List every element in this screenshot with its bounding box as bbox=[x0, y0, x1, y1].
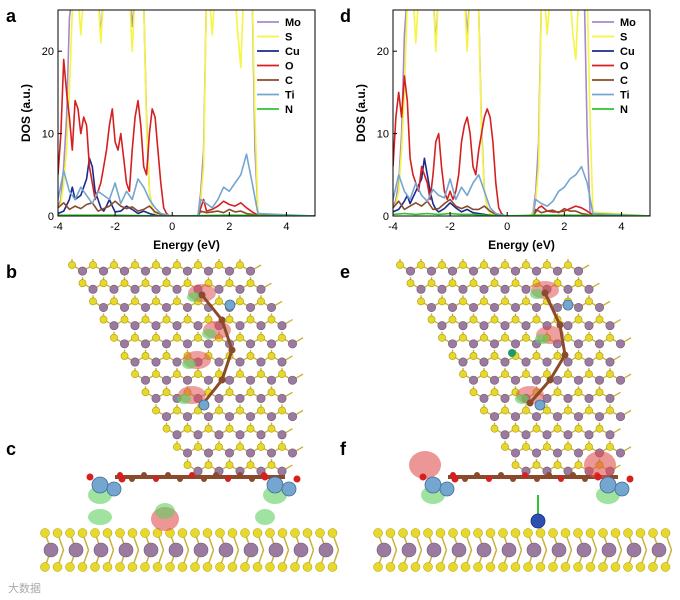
legend-label-c: C bbox=[620, 75, 628, 87]
series-line-o bbox=[393, 75, 650, 216]
series-line-mo bbox=[58, 10, 315, 216]
series-line-ti bbox=[393, 165, 650, 216]
panel-letter-c: c bbox=[6, 439, 16, 459]
y-tick-label: 20 bbox=[42, 46, 54, 58]
y-tick-label: 0 bbox=[383, 211, 389, 223]
x-tick-label: 0 bbox=[169, 221, 175, 233]
series-line-ti bbox=[58, 153, 315, 216]
panel-letter-a: a bbox=[6, 6, 17, 26]
series-line-cu bbox=[58, 157, 315, 216]
x-tick-label: -4 bbox=[53, 221, 63, 233]
legend-label-o: O bbox=[285, 61, 294, 73]
legend-label-cu: Cu bbox=[620, 46, 635, 58]
legend-label-n: N bbox=[285, 104, 293, 116]
x-axis-title: Energy (eV) bbox=[153, 238, 220, 252]
legend: Mo S Cu OC Ti N bbox=[257, 17, 301, 116]
legend-label-ti: Ti bbox=[285, 90, 295, 102]
x-tick-label: 0 bbox=[504, 221, 510, 233]
y-tick-label: 10 bbox=[377, 129, 389, 141]
series-line-o bbox=[58, 58, 315, 216]
x-tick-label: -4 bbox=[388, 221, 398, 233]
legend-label-cu: Cu bbox=[285, 46, 300, 58]
x-axis-title: Energy (eV) bbox=[488, 238, 555, 252]
plot-frame bbox=[392, 9, 651, 217]
panel-letter-f: f bbox=[340, 439, 347, 459]
legend-label-s: S bbox=[620, 32, 627, 44]
structure-top-view-e bbox=[396, 258, 632, 476]
structure-side-view-c bbox=[40, 472, 340, 572]
y-tick-label: 0 bbox=[48, 211, 54, 223]
dos-chart-d: -4 -2 0 2 4 0 10 20 Energy (eV) DOS (a.u.) Mo S Cu OC… bbox=[354, 9, 651, 252]
y-tick-label: 20 bbox=[377, 46, 389, 58]
x-tick-label: 4 bbox=[283, 221, 289, 233]
x-tick-label: 4 bbox=[618, 221, 624, 233]
legend-label-c: C bbox=[285, 75, 293, 87]
structure-top-view-b bbox=[68, 258, 304, 476]
legend-label-o: O bbox=[620, 61, 629, 73]
plot-frame bbox=[57, 9, 316, 217]
panel-letter-d: d bbox=[340, 6, 351, 26]
series-line-s bbox=[58, 10, 315, 216]
series-line-c bbox=[393, 198, 650, 216]
structure-side-view-f bbox=[373, 451, 673, 572]
series-line-c bbox=[58, 200, 315, 216]
legend-label-ti: Ti bbox=[620, 90, 630, 102]
panel-letter-b: b bbox=[6, 262, 17, 282]
y-axis-title: DOS (a.u.) bbox=[354, 84, 368, 142]
x-tick-label: 2 bbox=[226, 221, 232, 233]
y-tick-label: 10 bbox=[42, 129, 54, 141]
legend-label-s: S bbox=[285, 32, 292, 44]
x-tick-label: -2 bbox=[445, 221, 455, 233]
series-line-n bbox=[393, 212, 650, 216]
x-tick-label: 2 bbox=[561, 221, 567, 233]
watermark: 大数据 bbox=[8, 581, 41, 595]
legend-label-mo: Mo bbox=[620, 17, 636, 29]
legend: Mo S Cu OC Ti N bbox=[592, 17, 636, 116]
legend-label-mo: Mo bbox=[285, 17, 301, 29]
series-line-n bbox=[58, 214, 315, 216]
panel-letter-e: e bbox=[340, 262, 350, 282]
dos-chart-a: -4 -2 0 2 4 0 10 20 Energy (eV) DOS (a.u.) Mo S Cu OC… bbox=[19, 9, 316, 252]
legend-label-n: N bbox=[620, 104, 628, 116]
x-tick-label: -2 bbox=[110, 221, 120, 233]
y-axis-title: DOS (a.u.) bbox=[19, 84, 33, 142]
